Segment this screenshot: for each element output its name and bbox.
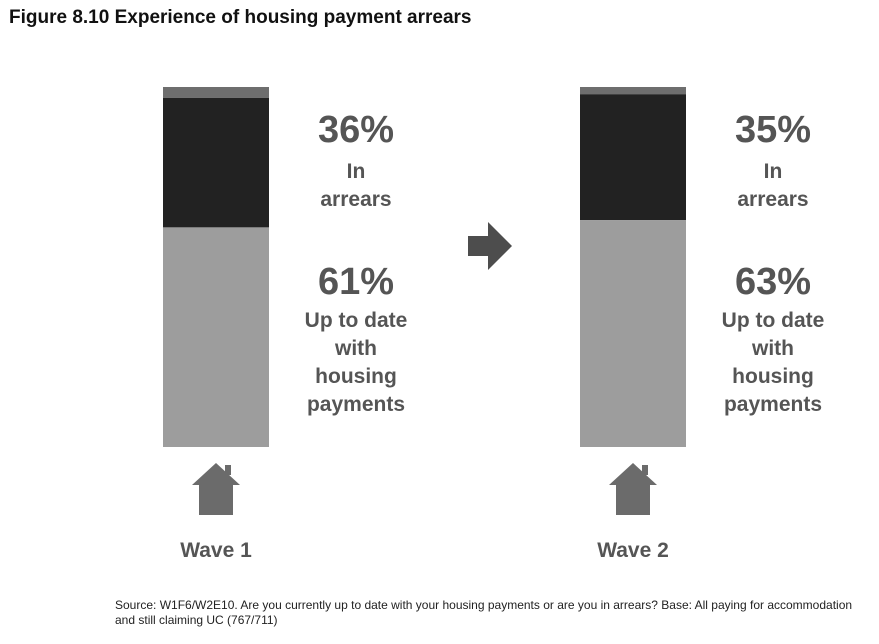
series-label-up-to-date: housing <box>732 365 814 388</box>
bar-segment-in-arrears <box>580 94 686 221</box>
series-label-up-to-date: with <box>751 337 794 360</box>
bar-segment-up-to-date <box>580 220 686 447</box>
data-label-up-to-date: 63% <box>735 261 811 303</box>
house-icon <box>609 463 657 515</box>
series-label-up-to-date: Up to date <box>722 309 825 332</box>
bar-segment-remainder <box>580 87 686 95</box>
series-label-in-arrears: In <box>347 160 366 183</box>
source-note: Source: W1F6/W2E10. Are you currently up… <box>115 598 853 627</box>
stacked-bar-chart: 36% In arrears 61% Up to date with housing paym… <box>163 87 825 562</box>
data-label-in-arrears: 36% <box>318 109 394 151</box>
house-icon <box>192 463 240 515</box>
chart-title: Figure 8.10 Experience of housing paymen… <box>9 7 472 28</box>
bar-segment-remainder <box>163 87 269 98</box>
bar-segment-up-to-date <box>163 227 269 447</box>
category-label: Wave 1 <box>180 539 252 562</box>
series-label-in-arrears: In <box>764 160 783 183</box>
house-chimney <box>225 465 231 475</box>
series-label-up-to-date: payments <box>724 393 822 416</box>
series-label-up-to-date: Up to date <box>305 309 408 332</box>
arrow-right-icon <box>468 222 512 270</box>
series-label-up-to-date: with <box>334 337 377 360</box>
data-label-in-arrears: 35% <box>735 109 811 151</box>
house-chimney <box>642 465 648 475</box>
bar-segment-in-arrears <box>163 97 269 228</box>
series-label-up-to-date: housing <box>315 365 397 388</box>
series-label-in-arrears: arrears <box>320 188 391 211</box>
data-label-up-to-date: 61% <box>318 261 394 303</box>
series-label-up-to-date: payments <box>307 393 405 416</box>
series-label-in-arrears: arrears <box>737 188 808 211</box>
category-label: Wave 2 <box>597 539 669 562</box>
